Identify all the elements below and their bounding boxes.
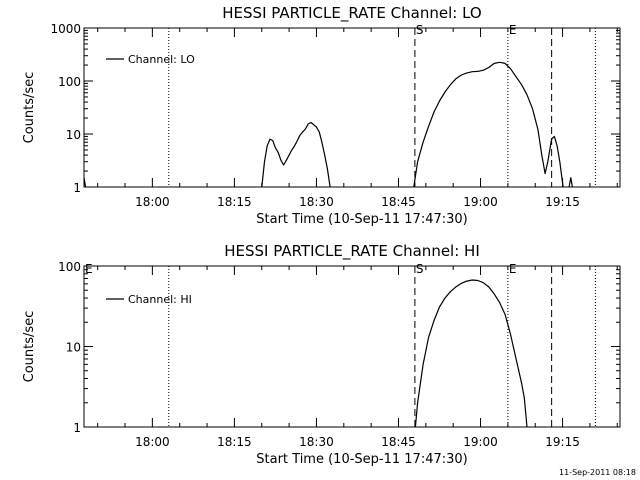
event-marker-e: E	[509, 262, 517, 276]
event-marker-e: E	[85, 262, 93, 276]
y-axis-label: Counts/sec	[22, 72, 37, 144]
chart-title: HESSI PARTICLE_RATE Channel: HI	[224, 242, 480, 261]
y-tick-label: 1000	[50, 22, 81, 36]
plot-frame	[83, 265, 621, 428]
panel-hi: HESSI PARTICLE_RATE Channel: HI 1 10 100 Cou…	[22, 242, 621, 467]
x-tick-label: 18:45	[381, 195, 416, 209]
event-marker-s: S	[416, 262, 424, 276]
legend-label: Channel: LO	[128, 53, 195, 66]
x-tick-label: 18:15	[217, 195, 252, 209]
y-axis-label: Counts/sec	[22, 311, 37, 383]
legend-label: Channel: HI	[128, 293, 192, 306]
series-line-hi	[414, 279, 528, 428]
x-axis-label: Start Time (10-Sep-11 17:47:30)	[256, 212, 467, 227]
x-tick-label: 18:00	[135, 195, 170, 209]
series-line-lo	[568, 177, 573, 188]
plot-frame	[83, 27, 621, 188]
panel-lo: HESSI PARTICLE_RATE Channel: LO 1 10 100 100…	[22, 4, 621, 227]
x-tick-label: 19:15	[545, 195, 580, 209]
series-line-lo	[261, 121, 331, 188]
event-marker-e: E	[509, 23, 517, 37]
y-tick-label: 100	[58, 260, 81, 274]
x-axis-label: Start Time (10-Sep-11 17:47:30)	[256, 452, 467, 467]
y-tick-label: 100	[58, 75, 81, 89]
x-tick-label: 19:00	[463, 435, 498, 449]
x-tick-label: 18:30	[299, 195, 334, 209]
y-tick-label: 10	[66, 341, 81, 355]
x-tick-label: 18:30	[299, 435, 334, 449]
x-tick-label: 19:15	[545, 435, 580, 449]
y-tick-label: 10	[66, 128, 81, 142]
x-tick-label: 19:00	[463, 195, 498, 209]
x-tick-label: 18:45	[381, 435, 416, 449]
series-line-lo	[83, 177, 87, 188]
x-tick-label: 18:15	[217, 435, 252, 449]
x-tick-label: 18:00	[135, 435, 170, 449]
chart-title: HESSI PARTICLE_RATE Channel: LO	[222, 4, 481, 23]
series-line-lo	[413, 61, 564, 188]
timestamp: 11-Sep-2011 08:18	[559, 468, 636, 477]
event-marker-s: S	[416, 23, 424, 37]
y-tick-label: 1	[73, 421, 81, 435]
y-tick-label: 1	[73, 181, 81, 195]
